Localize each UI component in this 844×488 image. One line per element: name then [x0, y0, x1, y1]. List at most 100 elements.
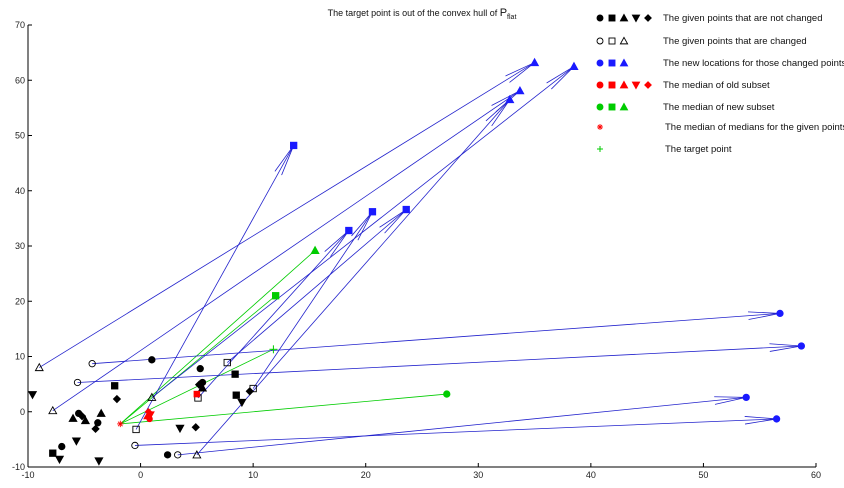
changed-point-original — [48, 405, 58, 415]
changed-point-original — [249, 384, 257, 393]
legend-label: The given points that are not changed — [663, 13, 823, 24]
y-tick-label: 30 — [15, 241, 25, 251]
legend-marker — [608, 14, 616, 22]
legend-entry: The given points that are changed — [596, 36, 807, 47]
change-arrow — [92, 311, 781, 365]
legend-marker — [619, 102, 629, 111]
changed-point-original — [88, 360, 96, 368]
axes: -10 0 10 20 30 40 50 60 -10 0 10 20 30 40 50 60 70 — [12, 20, 821, 480]
change-arrow — [39, 62, 535, 368]
legend-marker — [619, 58, 629, 67]
legend-marker — [597, 146, 603, 152]
changed-point-original — [132, 425, 140, 434]
x-tick-label: 20 — [361, 470, 371, 480]
change-arrow — [177, 396, 747, 456]
legend-marker — [596, 103, 604, 111]
chart-title-text: The target point is out of the convex hu… — [328, 8, 500, 18]
fixed-point — [49, 449, 57, 457]
legend-label: The median of old subset — [663, 80, 770, 91]
y-tick-label: 60 — [15, 75, 25, 85]
chart-title-symbol: P — [500, 7, 507, 19]
change-arrow — [134, 416, 777, 446]
fixed-point — [91, 424, 100, 434]
legend-marker — [608, 103, 616, 111]
new-subset-median — [443, 390, 451, 398]
changed-point-new-location — [505, 94, 515, 104]
changed-point-new-location — [515, 85, 525, 95]
changed-point-new-location — [772, 415, 781, 423]
legend-entry: The given points that are not changed — [596, 13, 823, 24]
x-tick-label: -10 — [21, 470, 34, 480]
legend-label: The median of medians for the given poin… — [665, 122, 844, 133]
changed-point-original — [34, 362, 44, 372]
legend-marker — [619, 80, 629, 89]
legend-entry: The median of medians for the given poin… — [597, 122, 844, 133]
arrows-layer — [39, 62, 802, 456]
fixed-point — [58, 442, 66, 451]
legend-label: The new locations for those changed poin… — [663, 58, 844, 69]
legend-marker — [596, 37, 604, 45]
changed-point-new-location — [290, 141, 298, 150]
fixed-point — [94, 457, 104, 466]
chart-title-subscript: flat — [507, 14, 516, 21]
fixed-point — [148, 356, 156, 364]
change-arrow — [52, 90, 521, 411]
legend-marker — [608, 37, 616, 45]
changed-point-new-location — [742, 393, 750, 402]
fixed-point — [111, 382, 119, 390]
y-tick-label: 0 — [20, 407, 25, 417]
changed-point-new-location — [776, 309, 784, 318]
change-arrow — [151, 66, 575, 398]
changed-point-new-location — [797, 342, 806, 350]
changed-point-new-location — [569, 61, 579, 70]
changed-point-original — [147, 392, 157, 401]
fixed-point — [197, 383, 208, 392]
change-arrow — [226, 209, 407, 363]
fixed-point — [80, 415, 91, 425]
legend-label: The given points that are changed — [663, 36, 807, 47]
changed-point-original — [131, 441, 139, 450]
legend-entry: The median of new subset — [596, 102, 775, 113]
legend-marker — [596, 81, 604, 89]
legend-marker — [596, 59, 604, 67]
legend-marker — [596, 14, 604, 22]
fixed-point — [194, 380, 204, 389]
points-layer — [27, 57, 806, 466]
median-link — [120, 393, 447, 425]
changed-point-new-location — [368, 208, 377, 216]
legend-entry: The median of old subset — [596, 80, 770, 91]
legend-entry: The target point — [597, 144, 732, 155]
x-tick-label: 50 — [698, 470, 708, 480]
fixed-point — [237, 398, 247, 408]
change-arrow — [77, 343, 802, 383]
legend-marker — [597, 124, 603, 130]
legend-entry: The new locations for those changed poin… — [596, 58, 844, 69]
legend-label: The median of new subset — [663, 102, 775, 113]
x-tick-label: 60 — [811, 470, 821, 480]
legend-label: The target point — [665, 144, 732, 155]
legend-marker — [608, 81, 616, 89]
new-subset-median — [272, 292, 280, 300]
changed-point-new-location — [402, 205, 410, 214]
x-tick-label: 0 — [138, 470, 143, 480]
y-tick-label: 20 — [15, 296, 25, 306]
fixed-point — [77, 412, 87, 421]
changed-point-original — [223, 358, 231, 367]
y-tick-label: 10 — [15, 352, 25, 362]
change-arrow — [135, 145, 295, 430]
y-tick-label: 40 — [15, 186, 25, 196]
x-tick-label: 10 — [248, 470, 258, 480]
legend-marker — [644, 81, 652, 89]
fixed-point — [163, 451, 172, 459]
old-subset-median — [144, 408, 153, 416]
median-of-medians — [117, 420, 124, 428]
fixed-point — [112, 394, 122, 404]
target-point — [269, 345, 278, 354]
fixed-point — [191, 423, 200, 432]
legend-marker — [619, 13, 629, 22]
fixed-point — [96, 408, 106, 417]
fixed-point — [232, 391, 240, 399]
changed-point-new-location — [529, 57, 540, 67]
x-tick-label: 40 — [586, 470, 596, 480]
